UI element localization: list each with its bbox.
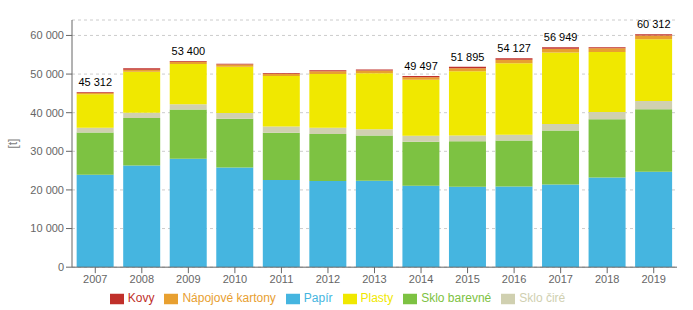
svg-text:60 312: 60 312 [637,18,671,30]
html-text:Nápojové kartony: Nápojové kartony [182,291,276,306]
html-text:Sklo čiré: Sklo čiré [519,291,566,306]
svg-text:49 497: 49 497 [404,60,438,72]
svg-text:2016: 2016 [502,273,526,285]
svg-text:2008: 2008 [130,273,154,285]
svg-text:2018: 2018 [595,273,619,285]
svg-text:2009: 2009 [176,273,200,285]
svg-text:20 000: 20 000 [30,184,64,196]
html-text:Papír: Papír [303,291,333,306]
svg-text:2013: 2013 [362,273,386,285]
svg-text:53 400: 53 400 [172,45,206,57]
svg-text:2014: 2014 [409,273,433,285]
svg-text:2007: 2007 [83,273,107,285]
html-text:Kovy: Kovy [127,291,155,306]
svg-text:0: 0 [58,261,64,273]
svg-text:2017: 2017 [548,273,572,285]
svg-text:2019: 2019 [641,273,665,285]
svg-text:50 000: 50 000 [30,68,64,80]
svg-text:2010: 2010 [223,273,247,285]
svg-text:2015: 2015 [455,273,479,285]
svg-text:[t]: [t] [8,139,20,149]
svg-text:54 127: 54 127 [497,42,531,54]
svg-text:2011: 2011 [270,273,294,285]
svg-text:56 949: 56 949 [544,31,578,43]
svg-text:45 312: 45 312 [78,76,112,88]
svg-text:30 000: 30 000 [30,145,64,157]
svg-text:2012: 2012 [316,273,340,285]
html-text:Plasty: Plasty [360,291,394,306]
svg-text:51 895: 51 895 [451,51,485,63]
html-text:Sklo barevné: Sklo barevné [421,291,492,306]
svg-text:10 000: 10 000 [30,222,64,234]
svg-text:60 000: 60 000 [30,29,64,41]
svg-text:40 000: 40 000 [30,107,64,119]
